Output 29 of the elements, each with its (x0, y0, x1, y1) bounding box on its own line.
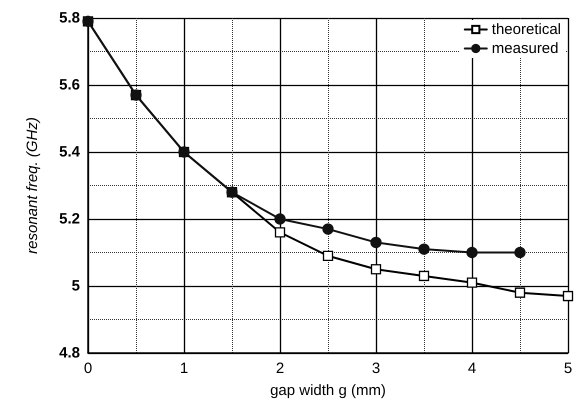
x-tick-label: 4 (468, 360, 476, 377)
y-tick-label: 5.8 (59, 10, 80, 26)
x-tick-label: 2 (276, 360, 284, 377)
point (466, 246, 478, 258)
point (418, 270, 430, 282)
point (322, 250, 334, 261)
y-tick-label: 5.2 (59, 210, 80, 228)
legend-label: theoretical (492, 21, 562, 38)
x-tick-label: 1 (180, 360, 188, 377)
point (370, 236, 382, 248)
y-tick-label: 5 (72, 278, 80, 294)
point (562, 290, 574, 302)
point (274, 213, 286, 225)
point (514, 288, 526, 298)
point (466, 278, 478, 288)
y-axis-title: resonant freq. (GHz) (24, 117, 41, 254)
y-tick-label: 5.6 (59, 76, 80, 94)
point (274, 227, 286, 238)
y-tick-label: 4.8 (59, 344, 80, 362)
point (322, 223, 334, 235)
x-tick-label: 5 (564, 360, 572, 377)
point (514, 246, 526, 258)
x-axis-title: gap width g (mm) (270, 382, 386, 399)
legend-label: measured (492, 40, 558, 57)
y-tick-label: 5.4 (59, 144, 81, 160)
point (370, 264, 382, 274)
x-tick-label: 0 (84, 360, 92, 377)
point (418, 244, 430, 255)
x-tick-label: 3 (372, 360, 380, 377)
